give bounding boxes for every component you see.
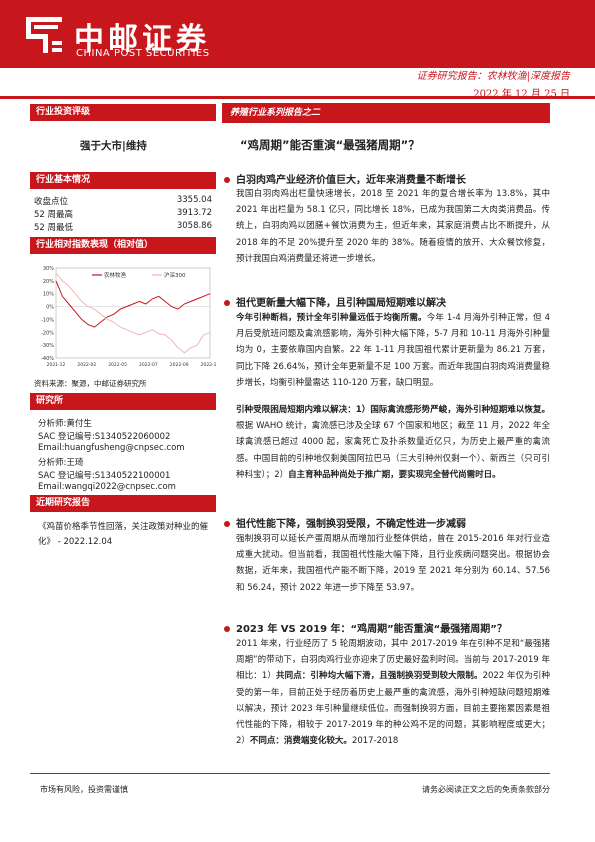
basic-row-label: 52 周最低	[34, 223, 74, 233]
x-tick-label: 2022-02	[77, 362, 96, 368]
recent-report-link[interactable]: 《鸡苗价格季节性回落，关注政策对种业的催化》 - 2022.12.04	[38, 522, 209, 547]
header-band	[0, 0, 595, 68]
analyst-email[interactable]: Email:huangfusheng@cnpsec.com	[38, 443, 185, 453]
basic-row-label: 52 周最高	[34, 210, 74, 220]
logo-mark-icon	[26, 17, 62, 53]
series-tag: 养殖行业系列报告之二	[222, 103, 550, 123]
rating-section-header: 行业投资评级	[30, 104, 216, 121]
basic-section-header: 行业基本情况	[30, 172, 216, 189]
basic-row-low: 52 周最低 3058.86	[34, 221, 212, 233]
basic-row-close: 收盘点位 3355.04	[34, 195, 212, 207]
plot-frame	[55, 267, 211, 359]
series-line	[55, 280, 211, 328]
x-tick-label: 2022-12	[201, 362, 216, 368]
bullet-icon	[224, 177, 230, 183]
analyst-name: 分析师:王琦	[38, 458, 84, 468]
y-tick-label: 30%	[43, 266, 54, 272]
report-date: 2022 年 12 月 25 日	[473, 89, 570, 100]
section-heading: 祖代更新量大幅下降，且引种国局短期难以解决	[236, 298, 446, 309]
basic-row-value: 3355.04	[176, 195, 212, 205]
y-tick-label: 10%	[43, 292, 54, 298]
section-heading: 祖代性能下降，强制换羽受限，不确定性进一步减弱	[236, 519, 466, 530]
recent-section-header: 近期研究报告	[30, 495, 216, 512]
y-tick-label: 20%	[43, 279, 54, 285]
header-rule	[0, 96, 595, 99]
footer-disclaimer: 请务必阅读正文之后的免责条款部分	[422, 785, 550, 794]
x-tick-label: 2021-12	[47, 362, 66, 368]
legend-label: 农林牧渔	[104, 271, 127, 279]
x-tick-label: 2022-07	[139, 362, 158, 368]
report-title: “鸡周期”能否重演“最强猪周期”？	[240, 138, 420, 152]
section-paragraph: 我国白羽肉鸡出栏量快速增长，2018 至 2021 年的复合增长率为 13.8%…	[236, 189, 550, 264]
basic-row-high: 52 周最高 3913.72	[34, 208, 212, 220]
basic-row-label: 收盘点位	[34, 197, 69, 207]
bullet-icon	[224, 521, 230, 527]
section-paragraph: 强制换羽可以延长产蛋周期从而增加行业整体供给，曾在 2015-2016 年对行业…	[236, 534, 550, 593]
x-tick-label: 2022-05	[108, 362, 127, 368]
analyst-name: 分析师:黄付生	[38, 419, 92, 429]
footer-risk-note: 市场有风险，投资需谨慎	[40, 785, 128, 794]
perf-section-header: 行业相对指数表现（相对值）	[30, 237, 216, 254]
footer-rule	[30, 773, 550, 774]
basic-row-value: 3913.72	[176, 208, 212, 218]
analyst-email[interactable]: Email:wangqi2022@cnpsec.com	[38, 482, 176, 492]
basic-row-value: 3058.86	[176, 221, 212, 231]
bullet-icon	[224, 626, 230, 632]
series-line	[55, 272, 211, 354]
y-tick-label: 0%	[46, 305, 54, 311]
analyst-sac: SAC 登记编号:S1340522060002	[38, 432, 171, 442]
y-tick-label: -30%	[41, 343, 54, 349]
chart-source: 资料来源：聚源，中邮证券研究所	[34, 379, 147, 388]
analyst-section-header: 研究所	[30, 393, 216, 410]
section-paragraph: 引种受限困局短期内难以解决：1）国际禽流感形势严峻，海外引种短期难以恢复。根据 …	[236, 405, 550, 480]
relative-performance-chart: 30% 20% 10% 0% -10% -20% -30% -40%2021-12 2022-0…	[41, 266, 216, 368]
logo-english: CHINA POST SECURITIES	[76, 48, 210, 59]
y-tick-label: -20%	[41, 330, 54, 336]
analyst-sac: SAC 登记编号:S1340522100001	[38, 471, 171, 481]
y-tick-label: -40%	[41, 356, 54, 362]
logo-chinese: 中邮证券	[74, 22, 210, 57]
section-paragraph: 2011 年来，行业经历了 5 轮周期波动，其中 2017-2019 年在引种不…	[236, 639, 550, 747]
report-type: 证券研究报告：农林牧渔|深度报告	[416, 71, 570, 82]
section-heading: 白羽肉鸡产业经济价值巨大，近年来消费量不断增长	[236, 175, 466, 186]
industry-rating: 强于大市|维持	[80, 140, 147, 152]
bullet-icon	[224, 300, 230, 306]
section-heading: 2023 年 VS 2019 年：“鸡周期”能否重演“最强猪周期”？	[236, 624, 507, 635]
section-paragraph: 今年引种断档，预计全年引种量远低于均衡所需。今年 1-4 月海外引种正常，但 4…	[236, 313, 550, 388]
y-tick-label: -10%	[41, 317, 54, 323]
x-tick-label: 2022-09	[170, 362, 189, 368]
legend-label: 沪深300	[164, 271, 186, 279]
